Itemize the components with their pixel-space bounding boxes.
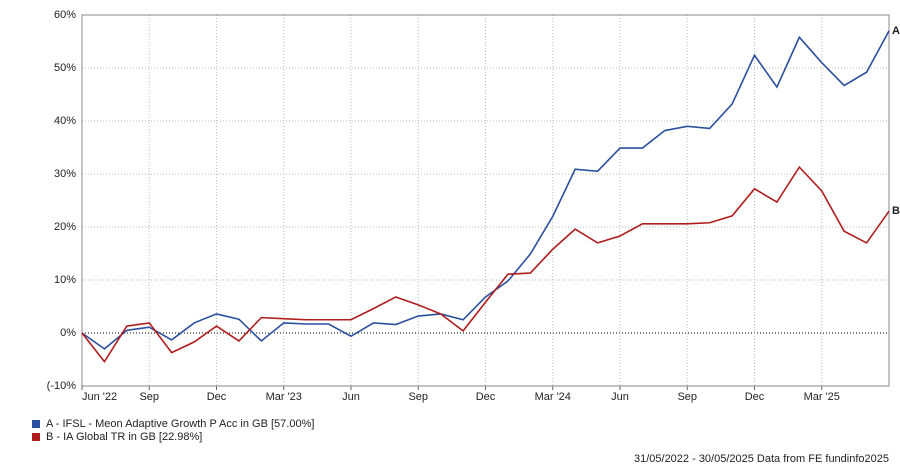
y-tick-label: 60% — [54, 9, 76, 21]
y-tick-label: 10% — [54, 274, 76, 286]
y-tick-label: 0% — [60, 327, 76, 339]
x-tick-label: Sep — [408, 391, 428, 403]
x-tick-label: Jun '22 — [82, 391, 117, 403]
legend-swatch — [32, 420, 40, 428]
x-tick-label: Mar '23 — [266, 391, 302, 403]
x-tick-label: Sep — [139, 391, 159, 403]
legend-label: B - IA Global TR in GB [22.98%] — [46, 431, 202, 443]
legend-swatch — [32, 433, 40, 441]
x-tick-label: Dec — [476, 391, 496, 403]
end-label: B — [892, 205, 900, 217]
series-line — [81, 30, 890, 350]
end-label: A — [892, 25, 900, 37]
x-tick-label: Dec — [745, 391, 765, 403]
series-line — [81, 165, 890, 364]
x-tick-label: Mar '24 — [535, 391, 571, 403]
plot-frame — [81, 14, 890, 387]
y-tick-label: 20% — [54, 221, 76, 233]
footer: 31/05/2022 - 30/05/2025 Data from FE fun… — [634, 453, 889, 465]
y-tick-label: 30% — [54, 168, 76, 180]
y-tick-label: 40% — [54, 115, 76, 127]
x-tick-label: Jun — [611, 391, 629, 403]
legend-label: A - IFSL - Meon Adaptive Growth P Acc in… — [46, 418, 314, 430]
x-tick-label: Dec — [207, 391, 227, 403]
x-tick-label: Jun — [342, 391, 360, 403]
x-tick-label: Mar '25 — [804, 391, 840, 403]
y-tick-label: (-10% — [47, 380, 77, 392]
y-tick-label: 50% — [54, 62, 76, 74]
x-tick-label: Sep — [677, 391, 697, 403]
